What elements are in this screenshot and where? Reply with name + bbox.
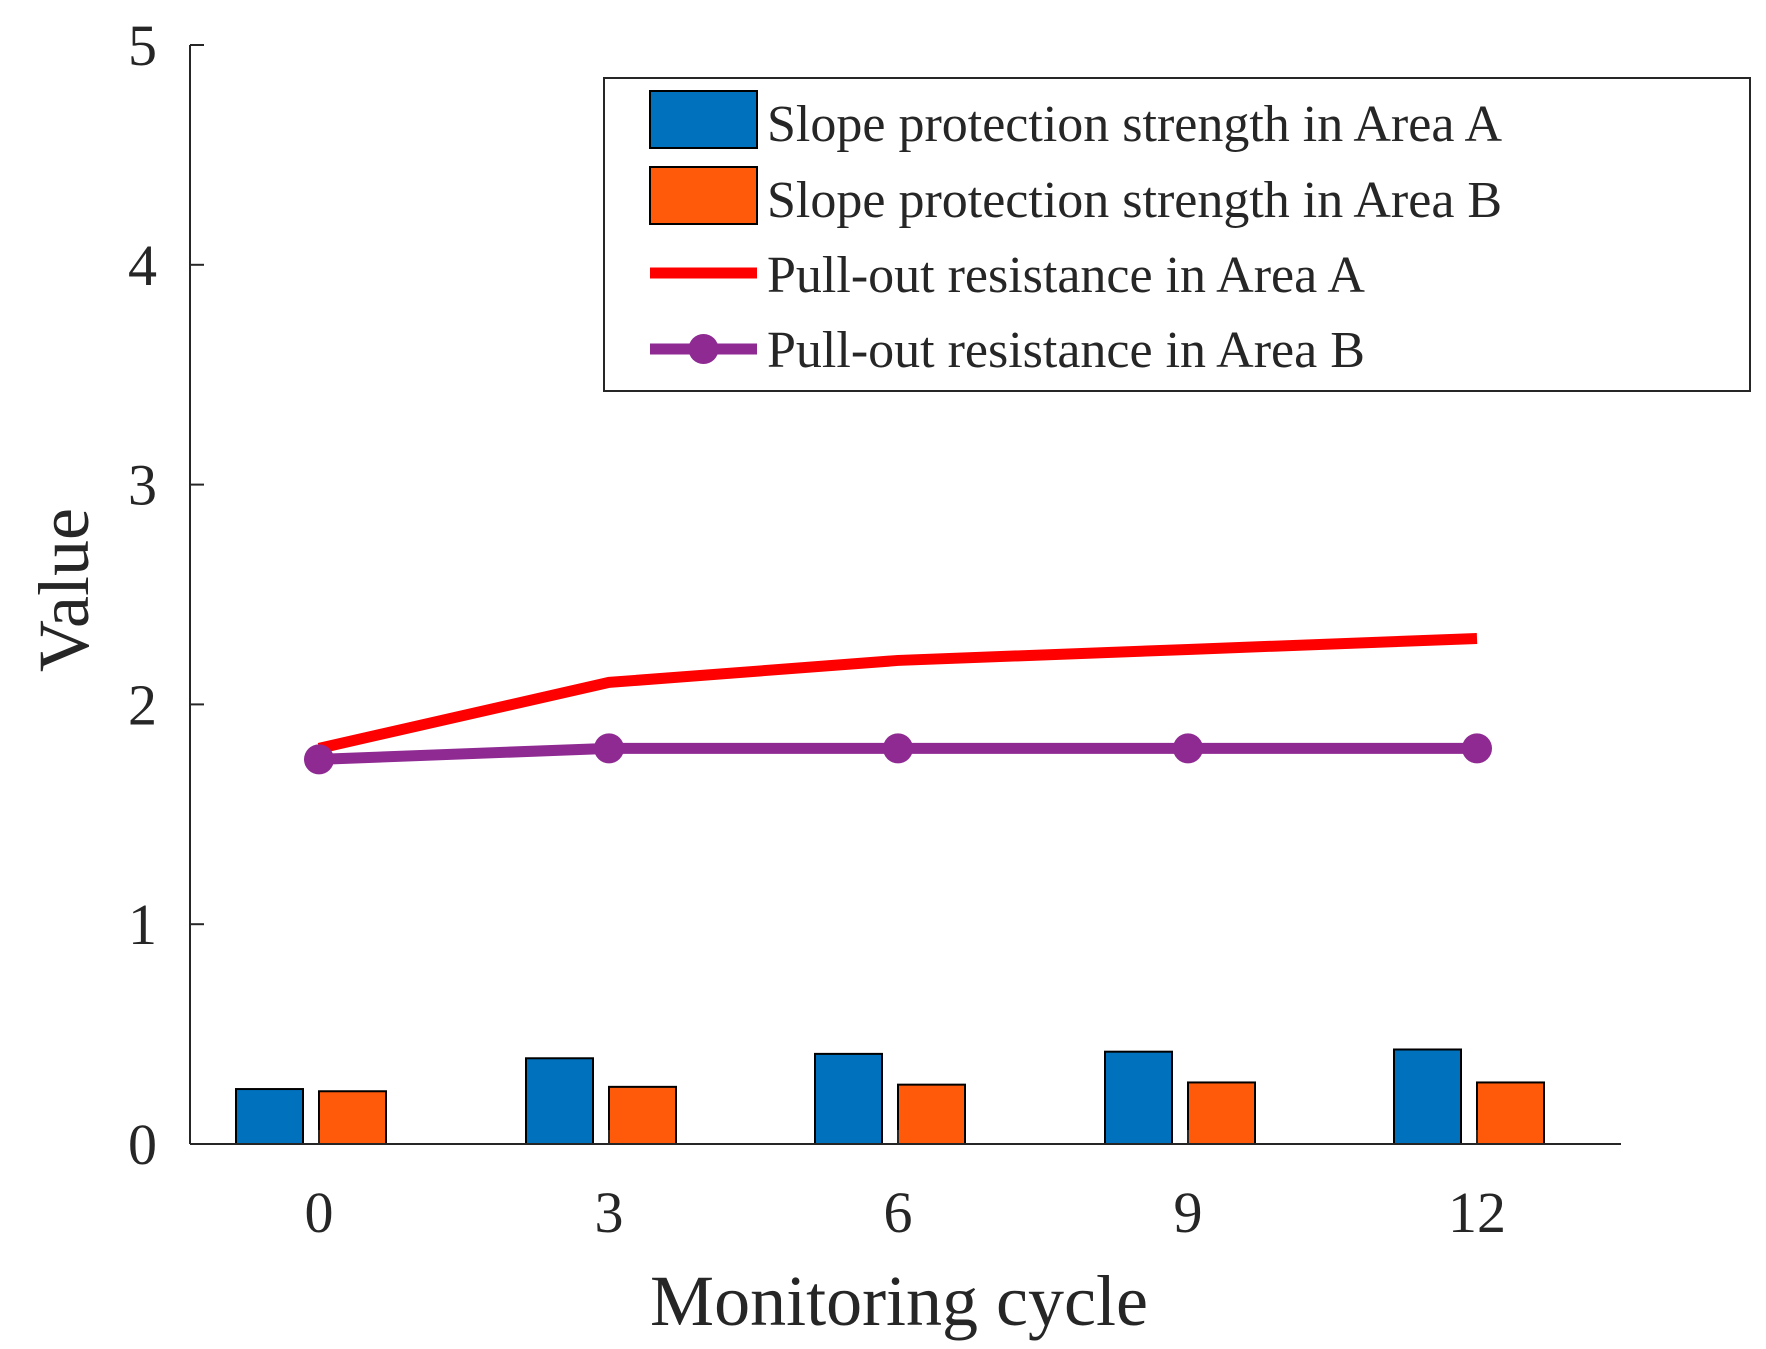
- x-tick-label-0: 0: [305, 1180, 334, 1245]
- y-tick-label-0: 0: [128, 1112, 157, 1177]
- bar-area-a-cycle-9: [1104, 1050, 1173, 1145]
- y-tick-label-5: 5: [128, 13, 157, 78]
- legend-label-area-b-strength: Slope protection strength in Area B: [767, 172, 1502, 229]
- x-tick-label-9: 9: [1174, 1180, 1203, 1245]
- y-tick-label-4: 4: [128, 233, 157, 298]
- marker-pullout-area-b-cycle-9: [1173, 733, 1203, 764]
- bar-area-a-cycle-12: [1393, 1048, 1462, 1145]
- legend-swatch-area-a-strength: [649, 90, 758, 149]
- y-tick-label-3: 3: [128, 453, 157, 518]
- legend-swatch-area-b-pullout-marker: [688, 334, 719, 364]
- bar-area-b-cycle-3: [608, 1085, 677, 1146]
- legend-box: [603, 77, 1751, 392]
- bars: [235, 1048, 1545, 1146]
- legend-swatch-area-b-strength: [649, 166, 758, 225]
- marker-pullout-area-b-cycle-6: [883, 733, 913, 764]
- line-pullout-area-a: [317, 632, 1478, 754]
- y-axis-label: Value: [24, 508, 104, 672]
- bar-area-b-cycle-12: [1476, 1081, 1545, 1146]
- marker-pullout-area-b-cycle-3: [594, 733, 624, 764]
- bar-area-a-cycle-0: [235, 1088, 304, 1146]
- marker-pullout-area-b-cycle-12: [1462, 733, 1492, 764]
- y-tick-label-2: 2: [128, 672, 157, 737]
- bar-area-b-cycle-9: [1187, 1081, 1256, 1146]
- x-tick-label-3: 3: [595, 1180, 624, 1245]
- bar-area-b-cycle-0: [318, 1090, 387, 1146]
- bar-area-b-cycle-6: [897, 1083, 966, 1146]
- legend-label-area-b-pullout: Pull-out resistance in Area B: [767, 322, 1365, 379]
- marker-pullout-area-b-cycle-0: [304, 744, 334, 775]
- x-tick-label-12: 12: [1448, 1180, 1506, 1245]
- x-tick-label-6: 6: [884, 1180, 913, 1245]
- legend-label-area-a-strength: Slope protection strength in Area A: [767, 96, 1503, 153]
- bar-area-a-cycle-3: [525, 1057, 594, 1145]
- legend-label-area-a-pullout: Pull-out resistance in Area A: [767, 247, 1365, 304]
- lines: [304, 632, 1492, 775]
- legend: Slope protection strength in Area A Slop…: [603, 77, 1751, 392]
- x-axis-label: Monitoring cycle: [650, 1261, 1148, 1341]
- bar-area-a-cycle-6: [814, 1052, 883, 1145]
- y-tick-label-1: 1: [128, 892, 157, 957]
